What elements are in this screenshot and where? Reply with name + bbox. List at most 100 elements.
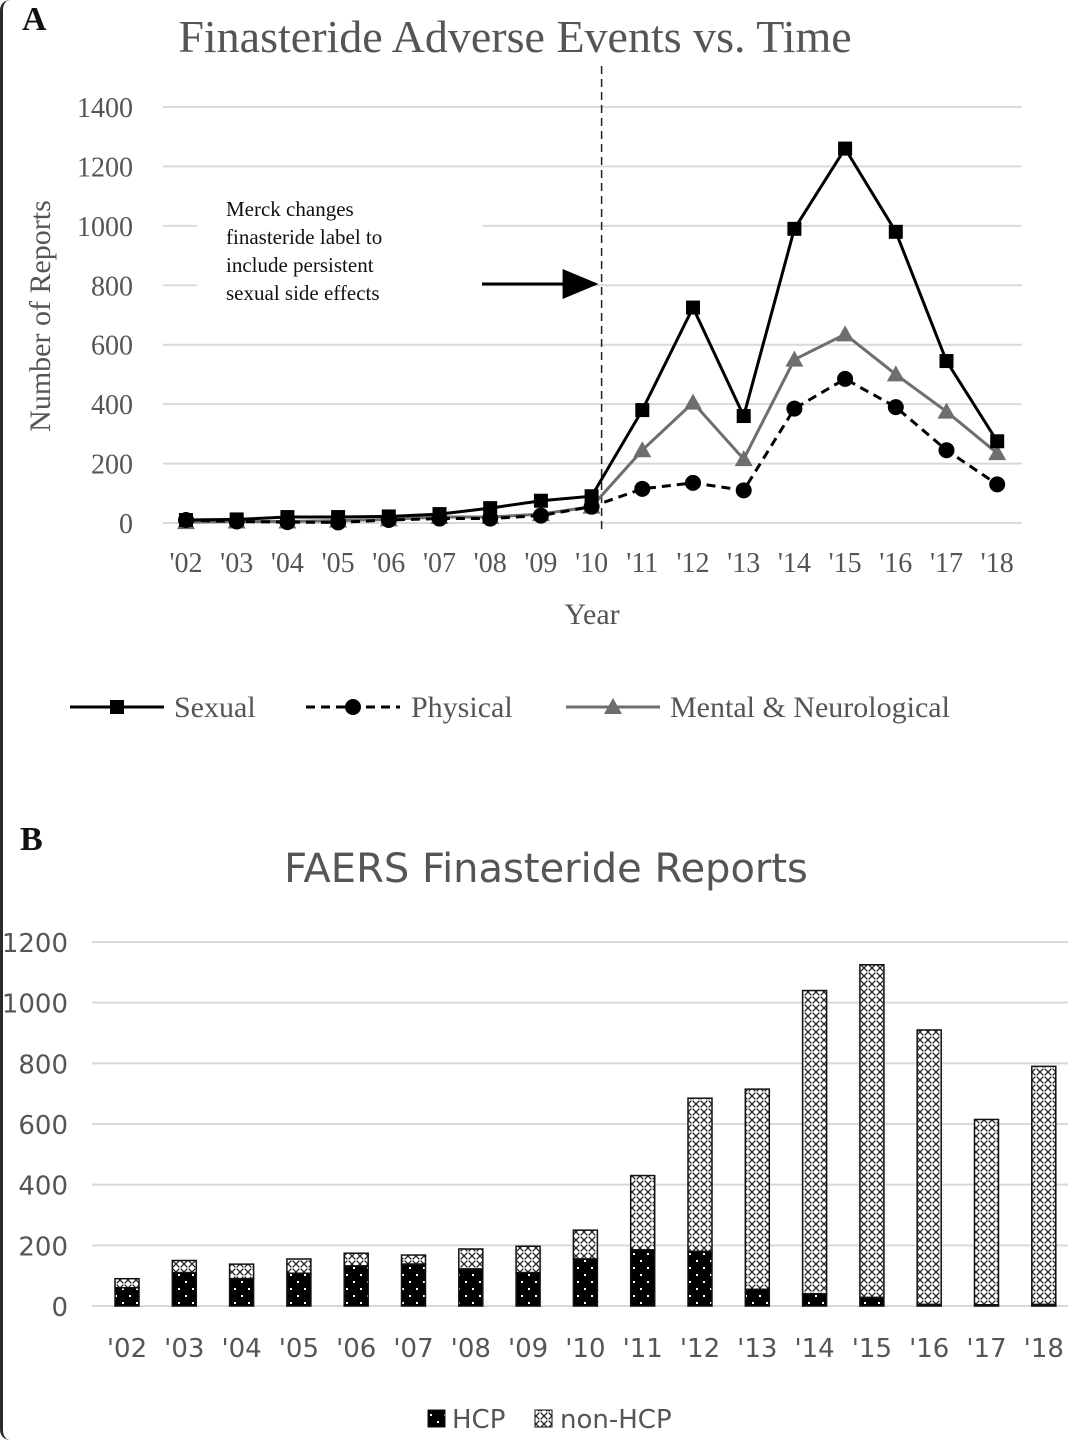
x-tick-label: '18 — [1024, 1334, 1064, 1364]
bar-non-hcp — [744, 1088, 771, 1291]
data-point-sexual — [635, 403, 650, 418]
x-tick-label: '08 — [451, 1334, 491, 1364]
data-point-physical — [532, 507, 549, 524]
bar-hcp — [171, 1271, 198, 1307]
bar-non-hcp — [515, 1245, 541, 1274]
data-point-sexual — [483, 501, 498, 516]
bar-hcp — [744, 1288, 771, 1307]
legend-label: Sexual — [174, 691, 256, 724]
bar-hcp — [400, 1263, 427, 1307]
x-tick-label: '08 — [474, 548, 507, 579]
bar-non-hcp — [400, 1254, 427, 1265]
bar-non-hcp — [343, 1252, 369, 1267]
bar-hcp — [629, 1249, 656, 1307]
legend-hcp-swatch — [427, 1409, 446, 1428]
x-tick-label: '17 — [930, 548, 963, 579]
x-tick-label: '16 — [879, 548, 912, 579]
data-point-sexual — [888, 224, 903, 239]
bar-hcp — [458, 1268, 484, 1307]
panel-letter-a: A — [22, 1, 47, 38]
y-tick-label: 800 — [18, 1050, 68, 1080]
bar-hcp — [515, 1271, 541, 1307]
data-point-physical — [634, 480, 651, 497]
chart-a-title: Finasteride Adverse Events vs. Time — [178, 11, 851, 62]
annotation-text-line: sexual side effects — [226, 281, 380, 305]
data-point-sexual — [280, 510, 295, 525]
bar-non-hcp — [228, 1263, 255, 1280]
y-tick-label: 200 — [91, 450, 133, 481]
x-tick-label: '05 — [279, 1334, 319, 1364]
x-tick-label: '09 — [524, 548, 557, 579]
data-point-mental — [988, 444, 1007, 461]
bar-hcp — [114, 1287, 140, 1307]
y-tick-label: 1000 — [77, 212, 133, 243]
data-point-mental — [734, 450, 753, 467]
bar-non-hcp — [171, 1259, 198, 1274]
x-tick-label: '10 — [565, 1334, 605, 1364]
annotation-text-line: finasteride label to — [226, 225, 382, 249]
data-point-sexual — [838, 141, 853, 156]
x-tick-label: '02 — [107, 1334, 147, 1364]
y-tick-label: 1200 — [77, 152, 133, 183]
legend-triangle-icon — [604, 698, 622, 714]
bar-hcp — [286, 1272, 312, 1307]
y-tick-label: 200 — [18, 1232, 68, 1262]
data-point-sexual — [686, 300, 700, 315]
x-tick-label: '14 — [794, 1334, 834, 1364]
y-tick-label: 400 — [18, 1172, 68, 1202]
x-tick-label: '09 — [508, 1334, 548, 1364]
x-tick-label: '11 — [623, 1334, 663, 1364]
x-tick-label: '10 — [575, 548, 608, 579]
y-tick-label: 0 — [119, 509, 133, 540]
bar-hcp — [343, 1265, 369, 1307]
x-tick-label: '16 — [909, 1334, 949, 1364]
data-point-physical — [837, 370, 854, 387]
data-point-sexual — [736, 409, 751, 424]
data-point-mental — [836, 325, 855, 342]
data-point-physical — [887, 399, 904, 416]
x-tick-label: '06 — [336, 1334, 376, 1364]
bar-non-hcp — [916, 1029, 942, 1306]
x-tick-label: '13 — [727, 548, 760, 579]
x-tick-label: '13 — [737, 1334, 777, 1364]
bar-non-hcp — [687, 1097, 713, 1253]
legend-label: HCP — [452, 1405, 505, 1435]
y-tick-label: 1400 — [77, 93, 133, 124]
y-tick-label: 600 — [18, 1111, 68, 1141]
data-point-physical — [938, 442, 955, 459]
x-tick-label: '12 — [676, 548, 709, 579]
bar-hcp — [973, 1304, 1000, 1307]
x-tick-label: '03 — [164, 1334, 204, 1364]
data-point-physical — [685, 474, 701, 491]
legend-circle-icon — [345, 699, 361, 715]
y-tick-label: 1000 — [2, 990, 68, 1020]
data-point-sexual — [990, 434, 1005, 449]
x-tick-label: '04 — [271, 548, 304, 579]
x-tick-label: '12 — [680, 1334, 720, 1364]
data-point-sexual — [229, 512, 244, 527]
bar-hcp — [572, 1258, 599, 1307]
legend-label: non-HCP — [560, 1405, 672, 1435]
data-point-mental — [886, 365, 905, 382]
chart-b: B FAERS Finasteride Reports 0 200 400 600 80… — [2, 821, 1068, 1435]
bar-non-hcp — [572, 1229, 599, 1260]
chart-a-xlabel: Year — [564, 598, 619, 631]
data-point-physical — [735, 482, 752, 499]
bar-hcp — [859, 1296, 885, 1307]
x-tick-label: '15 — [829, 548, 862, 579]
legend-square-icon — [110, 700, 124, 714]
x-tick-label: '07 — [393, 1334, 433, 1364]
bar-hcp — [1031, 1303, 1057, 1307]
x-tick-label: '07 — [423, 548, 456, 579]
chart-a: A Finasteride Adverse Events vs. Time 0 2… — [22, 1, 1022, 724]
data-point-sexual — [381, 509, 396, 524]
data-point-sexual — [432, 507, 447, 522]
bar-non-hcp — [1031, 1065, 1057, 1306]
panel-letter-b: B — [20, 821, 43, 858]
bar-hcp — [228, 1277, 255, 1307]
x-tick-label: '15 — [852, 1334, 892, 1364]
bar-non-hcp — [458, 1248, 484, 1270]
data-point-sexual — [939, 354, 954, 369]
data-point-sexual — [584, 489, 599, 504]
